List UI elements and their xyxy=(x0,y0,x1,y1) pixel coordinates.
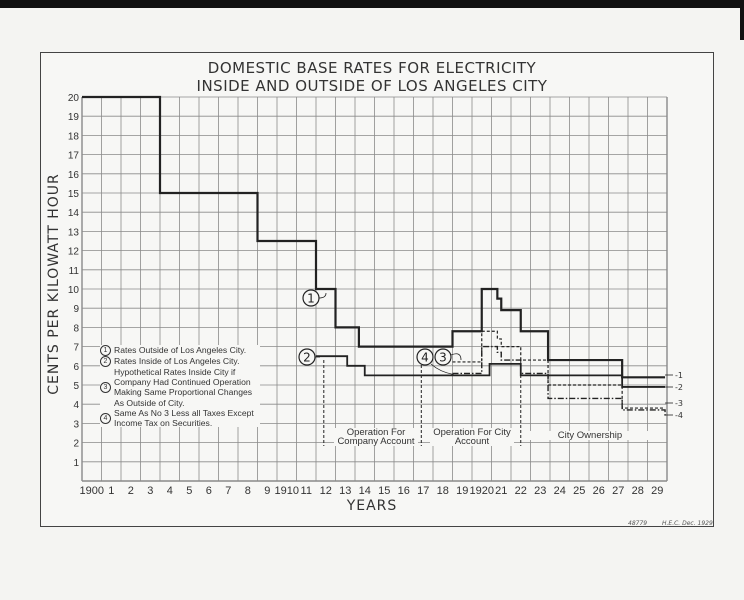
chart-title-line-2: INSIDE AND OUTSIDE OF LOS ANGELES CITY xyxy=(196,77,548,95)
y-tick-label: 8 xyxy=(73,323,79,334)
y-tick-label: 4 xyxy=(73,400,79,411)
x-tick-label: 8 xyxy=(245,485,251,497)
y-tick-label: 3 xyxy=(73,419,79,430)
series-marker-label: 1 xyxy=(307,292,315,306)
legend: 1 Rates Outside of Los Angeles City. 2 Rat… xyxy=(100,345,260,428)
legend-item: 4 Same As No 3 Less all Taxes Except Inco… xyxy=(100,408,260,428)
period-label-city-account: Operation For City Account xyxy=(430,428,514,446)
y-tick-label: 1 xyxy=(73,458,79,469)
x-tick-label: 24 xyxy=(554,485,566,497)
x-axis-label: YEARS xyxy=(346,498,398,514)
marker-pointer xyxy=(430,363,454,375)
y-tick-label: 2 xyxy=(73,439,79,450)
series-end-label: -3 xyxy=(675,399,683,408)
series-marker-circle xyxy=(416,348,434,366)
series-marker-circle xyxy=(434,348,452,366)
x-tick-label: 14 xyxy=(359,485,371,497)
x-tick-label: 11 xyxy=(301,485,312,497)
x-tick-label: 5 xyxy=(186,485,192,497)
x-tick-label: 6 xyxy=(206,485,212,497)
y-tick-label: 10 xyxy=(68,285,80,296)
legend-text: Hypothetical Rates Inside City if Compan… xyxy=(114,367,253,408)
y-tick-label: 15 xyxy=(68,189,80,200)
x-tick-label: 3 xyxy=(147,485,153,497)
series-marker-label: 3 xyxy=(439,351,447,365)
y-tick-label: 19 xyxy=(68,112,80,123)
footer-credit: H.E.C. Dec. 1929 xyxy=(662,520,713,527)
x-tick-label: 4 xyxy=(167,485,173,497)
legend-item: 3 Hypothetical Rates Inside City if Compa… xyxy=(100,367,260,408)
legend-item: 2 Rates Inside of Los Angeles City. xyxy=(100,356,260,367)
y-tick-label: 17 xyxy=(68,151,80,162)
series-end-label: -1 xyxy=(675,371,683,380)
x-tick-label: 1900 xyxy=(80,485,104,497)
y-tick-label: 13 xyxy=(68,227,80,238)
legend-text: Rates Outside of Los Angeles City. xyxy=(114,345,247,355)
x-tick-label: 21 xyxy=(495,485,507,497)
x-tick-label: 1910 xyxy=(275,485,299,497)
legend-number: 4 xyxy=(100,412,111,424)
series-marker-label: 2 xyxy=(303,351,311,365)
chart-title-line-1: DOMESTIC BASE RATES FOR ELECTRICITY xyxy=(207,59,537,77)
x-tick-label: 13 xyxy=(339,485,351,497)
series-line-3 xyxy=(452,330,666,409)
period-label-company: Operation For Company Account xyxy=(334,428,418,446)
x-tick-label: 15 xyxy=(378,485,390,497)
series-marker-label: 4 xyxy=(421,351,429,365)
x-tick-label: 27 xyxy=(612,485,624,497)
x-tick-label: 9 xyxy=(264,485,270,497)
x-tick-label: 12 xyxy=(320,485,332,497)
x-tick-label: 17 xyxy=(417,485,429,497)
y-tick-label: 18 xyxy=(68,131,80,142)
legend-text: Rates Inside of Los Angeles City. xyxy=(114,356,240,366)
film-border-top xyxy=(0,0,744,8)
chart-frame xyxy=(40,52,714,527)
x-tick-label: 7 xyxy=(225,485,231,497)
legend-item: 1 Rates Outside of Los Angeles City. xyxy=(100,345,260,356)
x-tick-label: 22 xyxy=(515,485,527,497)
x-tick-label: 16 xyxy=(398,485,410,497)
x-tick-label: 1 xyxy=(108,485,114,497)
x-tick-label: 25 xyxy=(573,485,585,497)
legend-number: 1 xyxy=(100,345,111,356)
marker-pointer xyxy=(450,353,462,360)
series-line-4 xyxy=(452,345,666,416)
series-line-1 xyxy=(82,95,666,379)
marker-pointer xyxy=(318,292,327,299)
period-label-city-ownership: City Ownership xyxy=(530,431,650,440)
x-tick-label: 18 xyxy=(437,485,449,497)
y-tick-label: 5 xyxy=(73,381,79,392)
legend-number: 3 xyxy=(100,381,111,393)
x-tick-label: 19 xyxy=(456,485,468,497)
y-axis-label: CENTS PER KILOWATT HOUR xyxy=(46,173,62,395)
series-end-label: -4 xyxy=(675,411,683,420)
x-tick-label: 29 xyxy=(651,485,663,497)
y-tick-label: 20 xyxy=(68,93,80,104)
x-tick-label: 26 xyxy=(593,485,605,497)
legend-text: Same As No 3 Less all Taxes Except Incom… xyxy=(114,407,254,429)
y-tick-label: 12 xyxy=(68,247,80,258)
x-tick-label: 28 xyxy=(632,485,644,497)
y-tick-label: 11 xyxy=(69,266,80,277)
y-tick-label: 14 xyxy=(68,208,80,219)
film-border-right xyxy=(740,0,744,40)
series-line-2 xyxy=(316,355,666,388)
x-tick-label: 23 xyxy=(534,485,546,497)
legend-number: 2 xyxy=(100,356,111,367)
y-tick-label: 16 xyxy=(68,170,80,181)
y-tick-label: 9 xyxy=(73,304,79,315)
y-tick-label: 6 xyxy=(73,362,79,373)
x-tick-label: 2 xyxy=(128,485,134,497)
y-tick-label: 7 xyxy=(73,343,79,354)
series-end-label: -2 xyxy=(675,383,683,392)
footer-number: 48779 xyxy=(628,520,648,527)
x-tick-label: 1920 xyxy=(470,485,494,497)
